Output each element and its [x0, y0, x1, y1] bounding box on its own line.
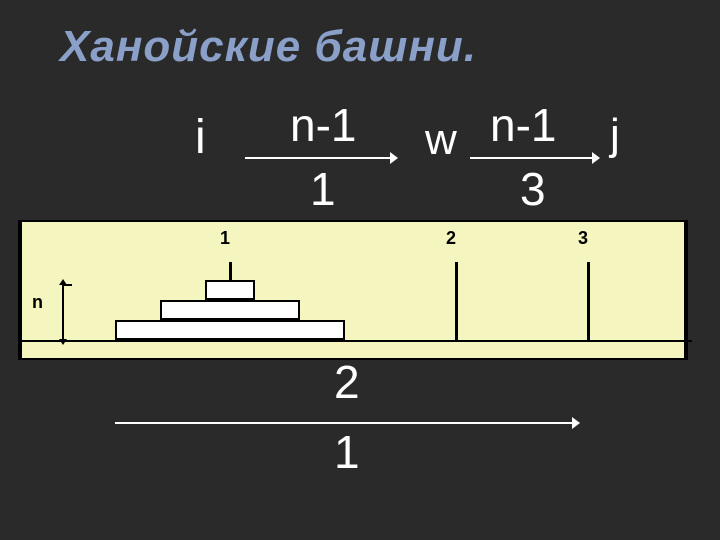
arrow-w-to-j	[470, 152, 600, 164]
hanoi-baseline	[22, 340, 692, 342]
disk-medium	[160, 300, 300, 320]
label-n-1-right: n-1	[490, 98, 556, 152]
label-step-1: 1	[310, 162, 336, 216]
n-arrow-down-icon	[59, 339, 67, 345]
n-bracket-vertical	[62, 284, 64, 340]
arrow-i-to-w	[245, 152, 398, 164]
label-step-2: 2	[334, 355, 360, 409]
slide-title: Ханойские башни.	[60, 22, 477, 72]
label-n-1-left: n-1	[290, 98, 356, 152]
label-j: j	[610, 110, 620, 160]
label-w: w	[425, 115, 457, 165]
disk-large	[115, 320, 345, 340]
n-bracket-label: n	[32, 292, 43, 313]
peg-label-3: 3	[578, 228, 588, 249]
disk-small	[205, 280, 255, 300]
peg-2	[455, 262, 458, 340]
slide: Ханойские башни. i n-1 w n-1 j 1 3 2 1 1…	[0, 0, 720, 540]
n-arrow-up-icon	[59, 279, 67, 285]
label-i: i	[195, 110, 206, 165]
peg-label-1: 1	[220, 228, 230, 249]
label-lower-1: 1	[334, 425, 360, 479]
label-step-3: 3	[520, 162, 546, 216]
hanoi-panel: 1 2 3 n	[18, 220, 688, 360]
peg-label-2: 2	[446, 228, 456, 249]
peg-3	[587, 262, 590, 340]
arrow-long-bottom	[115, 417, 580, 429]
